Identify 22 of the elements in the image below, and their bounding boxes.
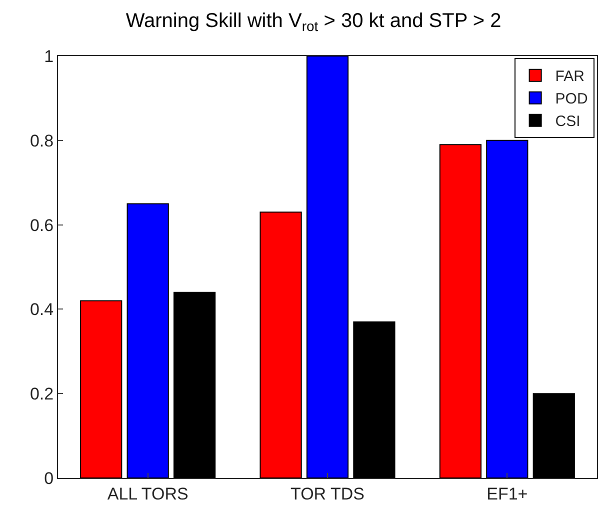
y-tick-label: 0.4	[30, 300, 54, 320]
bar	[486, 140, 528, 478]
x-tick-label: EF1+	[486, 484, 528, 504]
y-tick-label: 1	[44, 46, 54, 66]
bar	[173, 292, 216, 478]
x-tick-label: ALL TORS	[107, 484, 188, 504]
y-tick-label: 0.6	[30, 216, 54, 235]
legend-label: POD	[555, 90, 588, 108]
bar	[126, 203, 169, 478]
bar	[306, 56, 349, 478]
bar	[353, 321, 396, 478]
chart-title: Warning Skill with V$_{rot}$ > 30 kt and STP > 2	[126, 10, 502, 34]
x-tick-label: TOR TDS	[290, 484, 364, 504]
y-tick-label: 0.8	[30, 131, 54, 150]
legend-label: CSI	[555, 113, 580, 130]
bar	[260, 212, 302, 478]
y-tick-label: 0	[44, 468, 54, 488]
y-tick-label: 0.2	[30, 384, 54, 404]
bar	[439, 144, 482, 478]
legend-label: FAR	[555, 68, 585, 86]
bar	[532, 393, 575, 478]
bar	[80, 300, 122, 478]
